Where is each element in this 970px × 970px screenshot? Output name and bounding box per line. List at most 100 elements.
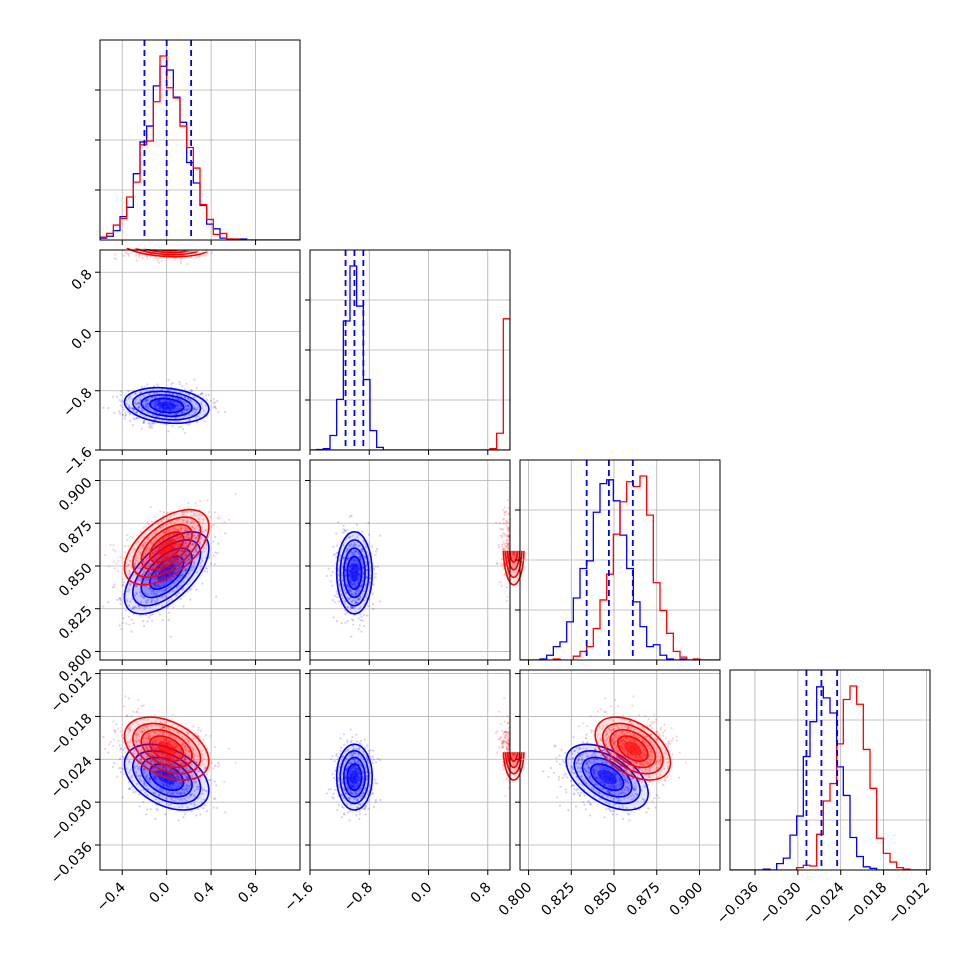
- scatter-point-series-1: [191, 241, 193, 243]
- scatter-point-series-1: [186, 244, 188, 246]
- scatter-point-series-1: [172, 247, 174, 249]
- scatter-point-series-1: [173, 245, 175, 247]
- scatter-point-series-1: [154, 235, 156, 237]
- scatter-point-series-1: [162, 241, 164, 243]
- scatter-point-series-1: [168, 245, 170, 247]
- scatter-point-series-1: [147, 245, 149, 247]
- scatter-point-series-0: [150, 424, 152, 426]
- scatter-point-series-1: [137, 245, 139, 247]
- scatter-point-series-1: [149, 247, 151, 249]
- scatter-point-series-1: [158, 247, 160, 249]
- scatter-point-series-1: [154, 245, 156, 247]
- scatter-point-series-0: [184, 432, 186, 434]
- scatter-point-series-1: [115, 258, 117, 260]
- scatter-point-series-1: [160, 240, 162, 242]
- scatter-point-series-1: [154, 247, 156, 249]
- scatter-point-series-1: [175, 234, 177, 236]
- scatter-point-series-1: [198, 241, 200, 243]
- scatter-point-series-0: [179, 383, 181, 385]
- scatter-point-series-1: [197, 241, 199, 243]
- scatter-point-series-1: [192, 243, 194, 245]
- scatter-point-series-1: [164, 244, 166, 246]
- scatter-point-series-0: [208, 394, 210, 396]
- scatter-point-series-1: [147, 230, 149, 232]
- scatter-point-series-1: [151, 246, 153, 248]
- scatter-point-series-1: [164, 242, 166, 244]
- scatter-point-series-1: [190, 246, 192, 248]
- scatter-point-series-1: [136, 245, 138, 247]
- scatter-point-series-1: [176, 241, 178, 243]
- scatter-point-series-0: [132, 424, 134, 426]
- scatter-point-series-1: [160, 247, 162, 249]
- scatter-point-series-1: [136, 243, 138, 245]
- scatter-point-series-1: [156, 245, 158, 247]
- scatter-point-series-1: [154, 247, 156, 249]
- scatter-point-series-1: [152, 242, 154, 244]
- scatter-point-series-0: [125, 414, 127, 416]
- scatter-point-series-1: [135, 241, 137, 243]
- scatter-point-series-1: [161, 243, 163, 245]
- scatter-point-series-1: [206, 244, 208, 246]
- scatter-point-series-0: [120, 390, 122, 392]
- scatter-point-series-1: [149, 242, 151, 244]
- scatter-point-series-1: [147, 246, 149, 248]
- scatter-point-series-0: [122, 409, 124, 411]
- scatter-point-series-1: [138, 255, 140, 257]
- scatter-point-series-1: [164, 246, 166, 248]
- scatter-point-series-1: [178, 241, 180, 243]
- scatter-point-series-1: [188, 242, 190, 244]
- scatter-point-series-0: [204, 420, 206, 422]
- scatter-point-series-1: [155, 243, 157, 245]
- scatter-point-series-1: [142, 246, 144, 248]
- scatter-point-series-1: [162, 235, 164, 237]
- scatter-point-series-1: [162, 246, 164, 248]
- scatter-point-series-1: [158, 241, 160, 243]
- scatter-point-series-1: [162, 246, 164, 248]
- scatter-point-series-1: [181, 247, 183, 249]
- scatter-point-series-1: [199, 247, 201, 249]
- scatter-point-series-1: [152, 236, 154, 238]
- scatter-point-series-1: [179, 240, 181, 242]
- scatter-point-series-1: [142, 245, 144, 247]
- scatter-point-series-1: [156, 237, 158, 239]
- scatter-point-series-1: [136, 237, 138, 239]
- scatter-point-series-0: [141, 386, 143, 388]
- scatter-point-series-1: [183, 243, 185, 245]
- scatter-point-series-1: [162, 246, 164, 248]
- scatter-point-series-0: [120, 394, 122, 396]
- scatter-point-series-1: [158, 236, 160, 238]
- panel-a-a: [95, 40, 300, 245]
- scatter-point-series-0: [216, 400, 218, 402]
- scatter-point-series-1: [162, 245, 164, 247]
- scatter-point-series-1: [162, 247, 164, 249]
- scatter-point-series-1: [164, 245, 166, 247]
- scatter-point-series-1: [162, 242, 164, 244]
- scatter-point-series-1: [137, 235, 139, 237]
- scatter-point-series-1: [181, 241, 183, 243]
- scatter-point-series-1: [174, 242, 176, 244]
- scatter-point-series-1: [112, 243, 114, 245]
- scatter-point-series-1: [178, 244, 180, 246]
- scatter-point-series-0: [217, 411, 219, 413]
- scatter-point-series-1: [195, 256, 197, 258]
- scatter-point-series-0: [202, 393, 204, 395]
- scatter-point-series-1: [146, 257, 148, 259]
- scatter-point-series-0: [185, 383, 187, 385]
- scatter-point-series-1: [159, 243, 161, 245]
- scatter-point-series-1: [172, 244, 174, 246]
- scatter-point-series-1: [151, 243, 153, 245]
- scatter-point-series-1: [170, 236, 172, 238]
- scatter-point-series-1: [193, 241, 195, 243]
- scatter-point-series-1: [169, 244, 171, 246]
- scatter-point-series-0: [116, 396, 118, 398]
- scatter-point-series-1: [198, 246, 200, 248]
- scatter-point-series-1: [155, 237, 157, 239]
- scatter-point-series-1: [181, 258, 183, 260]
- scatter-point-series-1: [160, 242, 162, 244]
- scatter-point-series-0: [188, 424, 190, 426]
- scatter-point-series-1: [151, 247, 153, 249]
- scatter-point-series-1: [114, 253, 116, 255]
- scatter-point-series-1: [169, 242, 171, 244]
- scatter-point-series-1: [140, 244, 142, 246]
- scatter-point-series-1: [168, 241, 170, 243]
